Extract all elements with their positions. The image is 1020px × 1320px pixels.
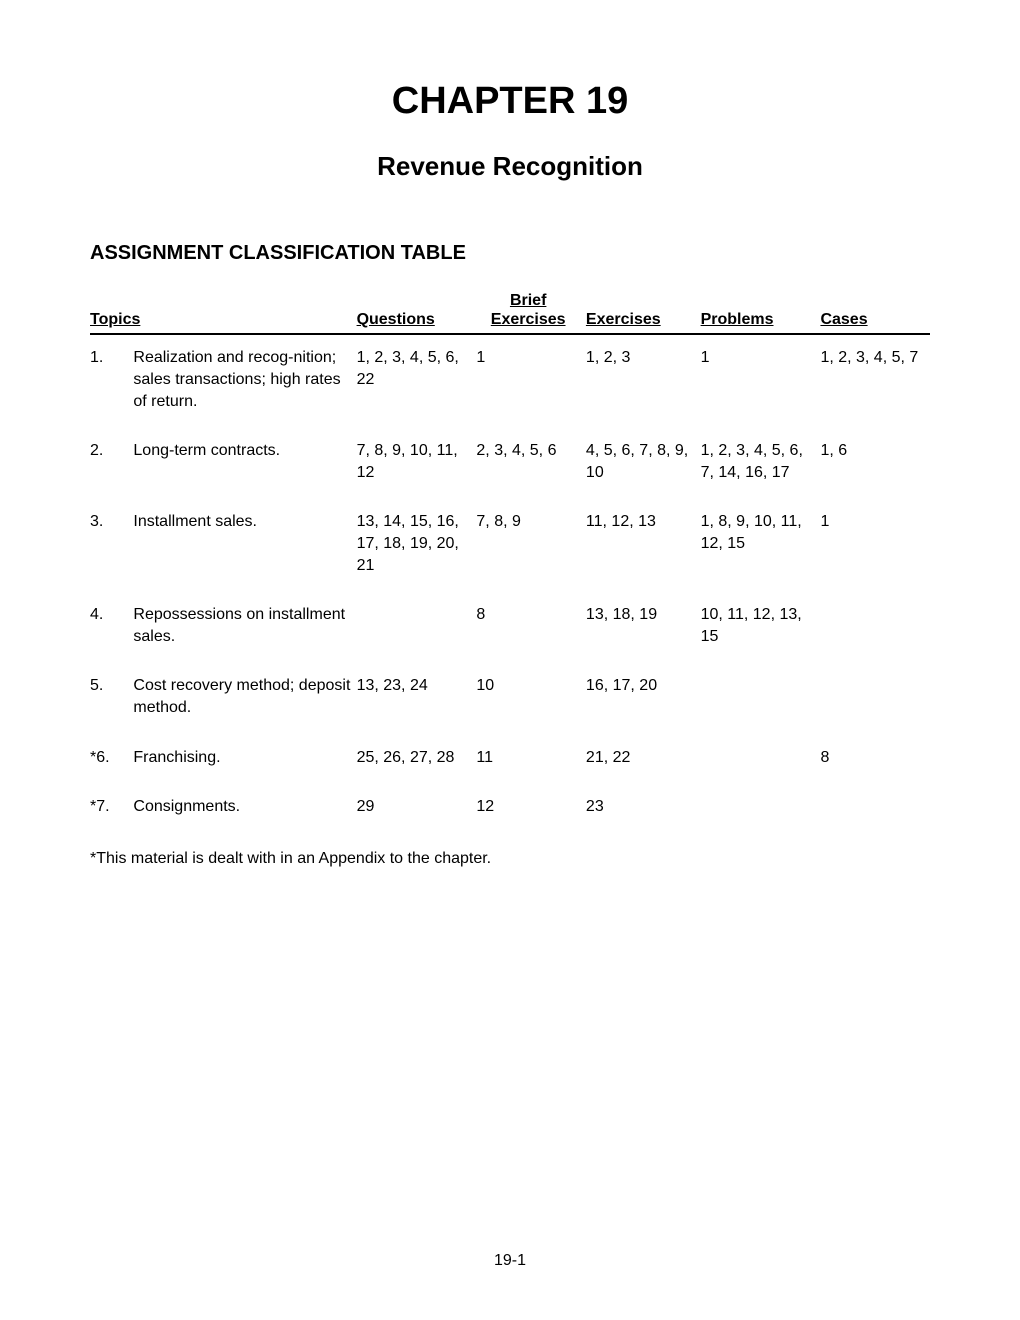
row-problems: 1, 8, 9, 10, 11, 12, 15 bbox=[701, 499, 821, 592]
table-header-row: Topics Questions Brief Exercises Exercis… bbox=[90, 287, 930, 334]
row-problems bbox=[701, 735, 821, 785]
row-cases: 1, 6 bbox=[820, 428, 930, 499]
row-num: *6. bbox=[90, 735, 133, 785]
header-topics: Topics bbox=[90, 287, 357, 334]
row-questions: 13, 14, 15, 16, 17, 18, 19, 20, 21 bbox=[357, 499, 477, 592]
chapter-subtitle: Revenue Recognition bbox=[90, 151, 930, 182]
row-topic: Franchising. bbox=[133, 735, 356, 785]
header-brief-exercises-line1: Brief bbox=[476, 291, 580, 310]
row-problems: 1 bbox=[701, 334, 821, 428]
row-brief-exercises: 12 bbox=[476, 784, 586, 834]
row-topic: Installment sales. bbox=[133, 499, 356, 592]
row-exercises: 23 bbox=[586, 784, 701, 834]
row-cases bbox=[820, 784, 930, 834]
row-cases: 1 bbox=[820, 499, 930, 592]
chapter-title: CHAPTER 19 bbox=[90, 80, 930, 123]
row-questions: 25, 26, 27, 28 bbox=[357, 735, 477, 785]
row-num: 2. bbox=[90, 428, 133, 499]
row-cases bbox=[820, 663, 930, 734]
row-exercises: 4, 5, 6, 7, 8, 9, 10 bbox=[586, 428, 701, 499]
table-row: 1. Realization and recog-nition; sales t… bbox=[90, 334, 930, 428]
header-cases: Cases bbox=[820, 287, 930, 334]
header-exercises: Exercises bbox=[586, 287, 701, 334]
page-number: 19-1 bbox=[0, 1252, 1020, 1270]
row-topic: Cost recovery method; deposit method. bbox=[133, 663, 356, 734]
row-exercises: 16, 17, 20 bbox=[586, 663, 701, 734]
row-exercises: 11, 12, 13 bbox=[586, 499, 701, 592]
table-body: 1. Realization and recog-nition; sales t… bbox=[90, 334, 930, 833]
header-brief-exercises-line2: Exercises bbox=[476, 310, 580, 329]
row-exercises: 1, 2, 3 bbox=[586, 334, 701, 428]
row-problems bbox=[701, 784, 821, 834]
row-exercises: 21, 22 bbox=[586, 735, 701, 785]
header-questions: Questions bbox=[357, 287, 477, 334]
row-num: 5. bbox=[90, 663, 133, 734]
row-brief-exercises: 10 bbox=[476, 663, 586, 734]
row-num: *7. bbox=[90, 784, 133, 834]
row-brief-exercises: 11 bbox=[476, 735, 586, 785]
row-brief-exercises: 7, 8, 9 bbox=[476, 499, 586, 592]
table-row: *7. Consignments. 29 12 23 bbox=[90, 784, 930, 834]
row-brief-exercises: 8 bbox=[476, 592, 586, 663]
row-questions: 29 bbox=[357, 784, 477, 834]
classification-table: Topics Questions Brief Exercises Exercis… bbox=[90, 287, 930, 834]
table-row: 4. Repossessions on installment sales. 8… bbox=[90, 592, 930, 663]
row-num: 4. bbox=[90, 592, 133, 663]
section-title: ASSIGNMENT CLASSIFICATION TABLE bbox=[90, 242, 930, 265]
row-exercises: 13, 18, 19 bbox=[586, 592, 701, 663]
row-questions: 7, 8, 9, 10, 11, 12 bbox=[357, 428, 477, 499]
table-row: 5. Cost recovery method; deposit method.… bbox=[90, 663, 930, 734]
table-row: *6. Franchising. 25, 26, 27, 28 11 21, 2… bbox=[90, 735, 930, 785]
header-problems: Problems bbox=[701, 287, 821, 334]
row-questions: 1, 2, 3, 4, 5, 6, 22 bbox=[357, 334, 477, 428]
footnote: *This material is dealt with in an Appen… bbox=[90, 850, 930, 868]
row-topic: Consignments. bbox=[133, 784, 356, 834]
row-problems: 10, 11, 12, 13, 15 bbox=[701, 592, 821, 663]
row-num: 1. bbox=[90, 334, 133, 428]
row-topic: Realization and recog-nition; sales tran… bbox=[133, 334, 356, 428]
row-problems: 1, 2, 3, 4, 5, 6, 7, 14, 16, 17 bbox=[701, 428, 821, 499]
row-brief-exercises: 1 bbox=[476, 334, 586, 428]
table-row: 2. Long-term contracts. 7, 8, 9, 10, 11,… bbox=[90, 428, 930, 499]
row-cases: 8 bbox=[820, 735, 930, 785]
header-brief-exercises: Brief Exercises bbox=[476, 287, 586, 334]
row-cases bbox=[820, 592, 930, 663]
row-questions bbox=[357, 592, 477, 663]
row-topic: Repossessions on installment sales. bbox=[133, 592, 356, 663]
row-brief-exercises: 2, 3, 4, 5, 6 bbox=[476, 428, 586, 499]
row-questions: 13, 23, 24 bbox=[357, 663, 477, 734]
row-cases: 1, 2, 3, 4, 5, 7 bbox=[820, 334, 930, 428]
table-row: 3. Installment sales. 13, 14, 15, 16, 17… bbox=[90, 499, 930, 592]
row-problems bbox=[701, 663, 821, 734]
row-num: 3. bbox=[90, 499, 133, 592]
row-topic: Long-term contracts. bbox=[133, 428, 356, 499]
